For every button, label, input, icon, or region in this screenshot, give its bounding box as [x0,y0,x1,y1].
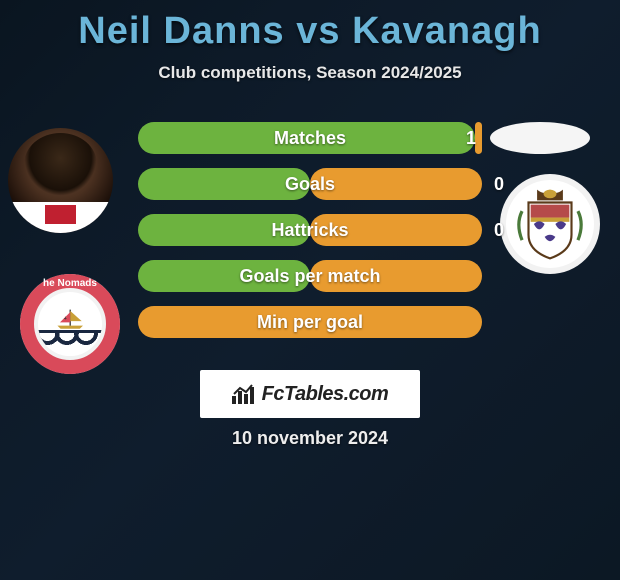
stat-row: Min per goal [138,306,482,338]
svg-text:+: + [64,316,67,322]
date-text: 10 november 2024 [0,428,620,449]
stats-area: Matches1 Goals0 Hattricks0 Goals per match M… [138,122,482,352]
stat-label: Matches [138,122,482,154]
face-graphic [8,128,113,233]
crest-graphic [506,180,594,268]
boat-icon: + [51,308,89,330]
stat-label: Goals [138,168,482,200]
waves-icon [38,330,102,356]
player-photo-left [8,128,113,233]
brand-box: FcTables.com [200,370,420,418]
club-badge-left: he Nomads + [20,274,120,374]
club-badge-right [500,174,600,274]
badge-ring-text: he Nomads [20,278,120,289]
stat-row: Matches1 [138,122,482,154]
chart-icon [232,384,256,404]
jersey-graphic [8,202,113,234]
brand-text: FcTables.com [262,383,389,406]
stat-value-right: 1 [466,122,476,154]
stat-row: Goals0 [138,168,482,200]
subtitle: Club competitions, Season 2024/2025 [0,63,620,83]
stat-row: Hattricks0 [138,214,482,246]
stat-label: Hattricks [138,214,482,246]
stat-value-right: 0 [494,214,504,246]
stat-row: Goals per match [138,260,482,292]
badge-inner: + [38,292,102,356]
stat-label: Goals per match [138,260,482,292]
stat-value-right: 0 [494,168,504,200]
page-title: Neil Danns vs Kavanagh [0,0,620,53]
stat-label: Min per goal [138,306,482,338]
player-photo-right-blank [490,122,590,154]
